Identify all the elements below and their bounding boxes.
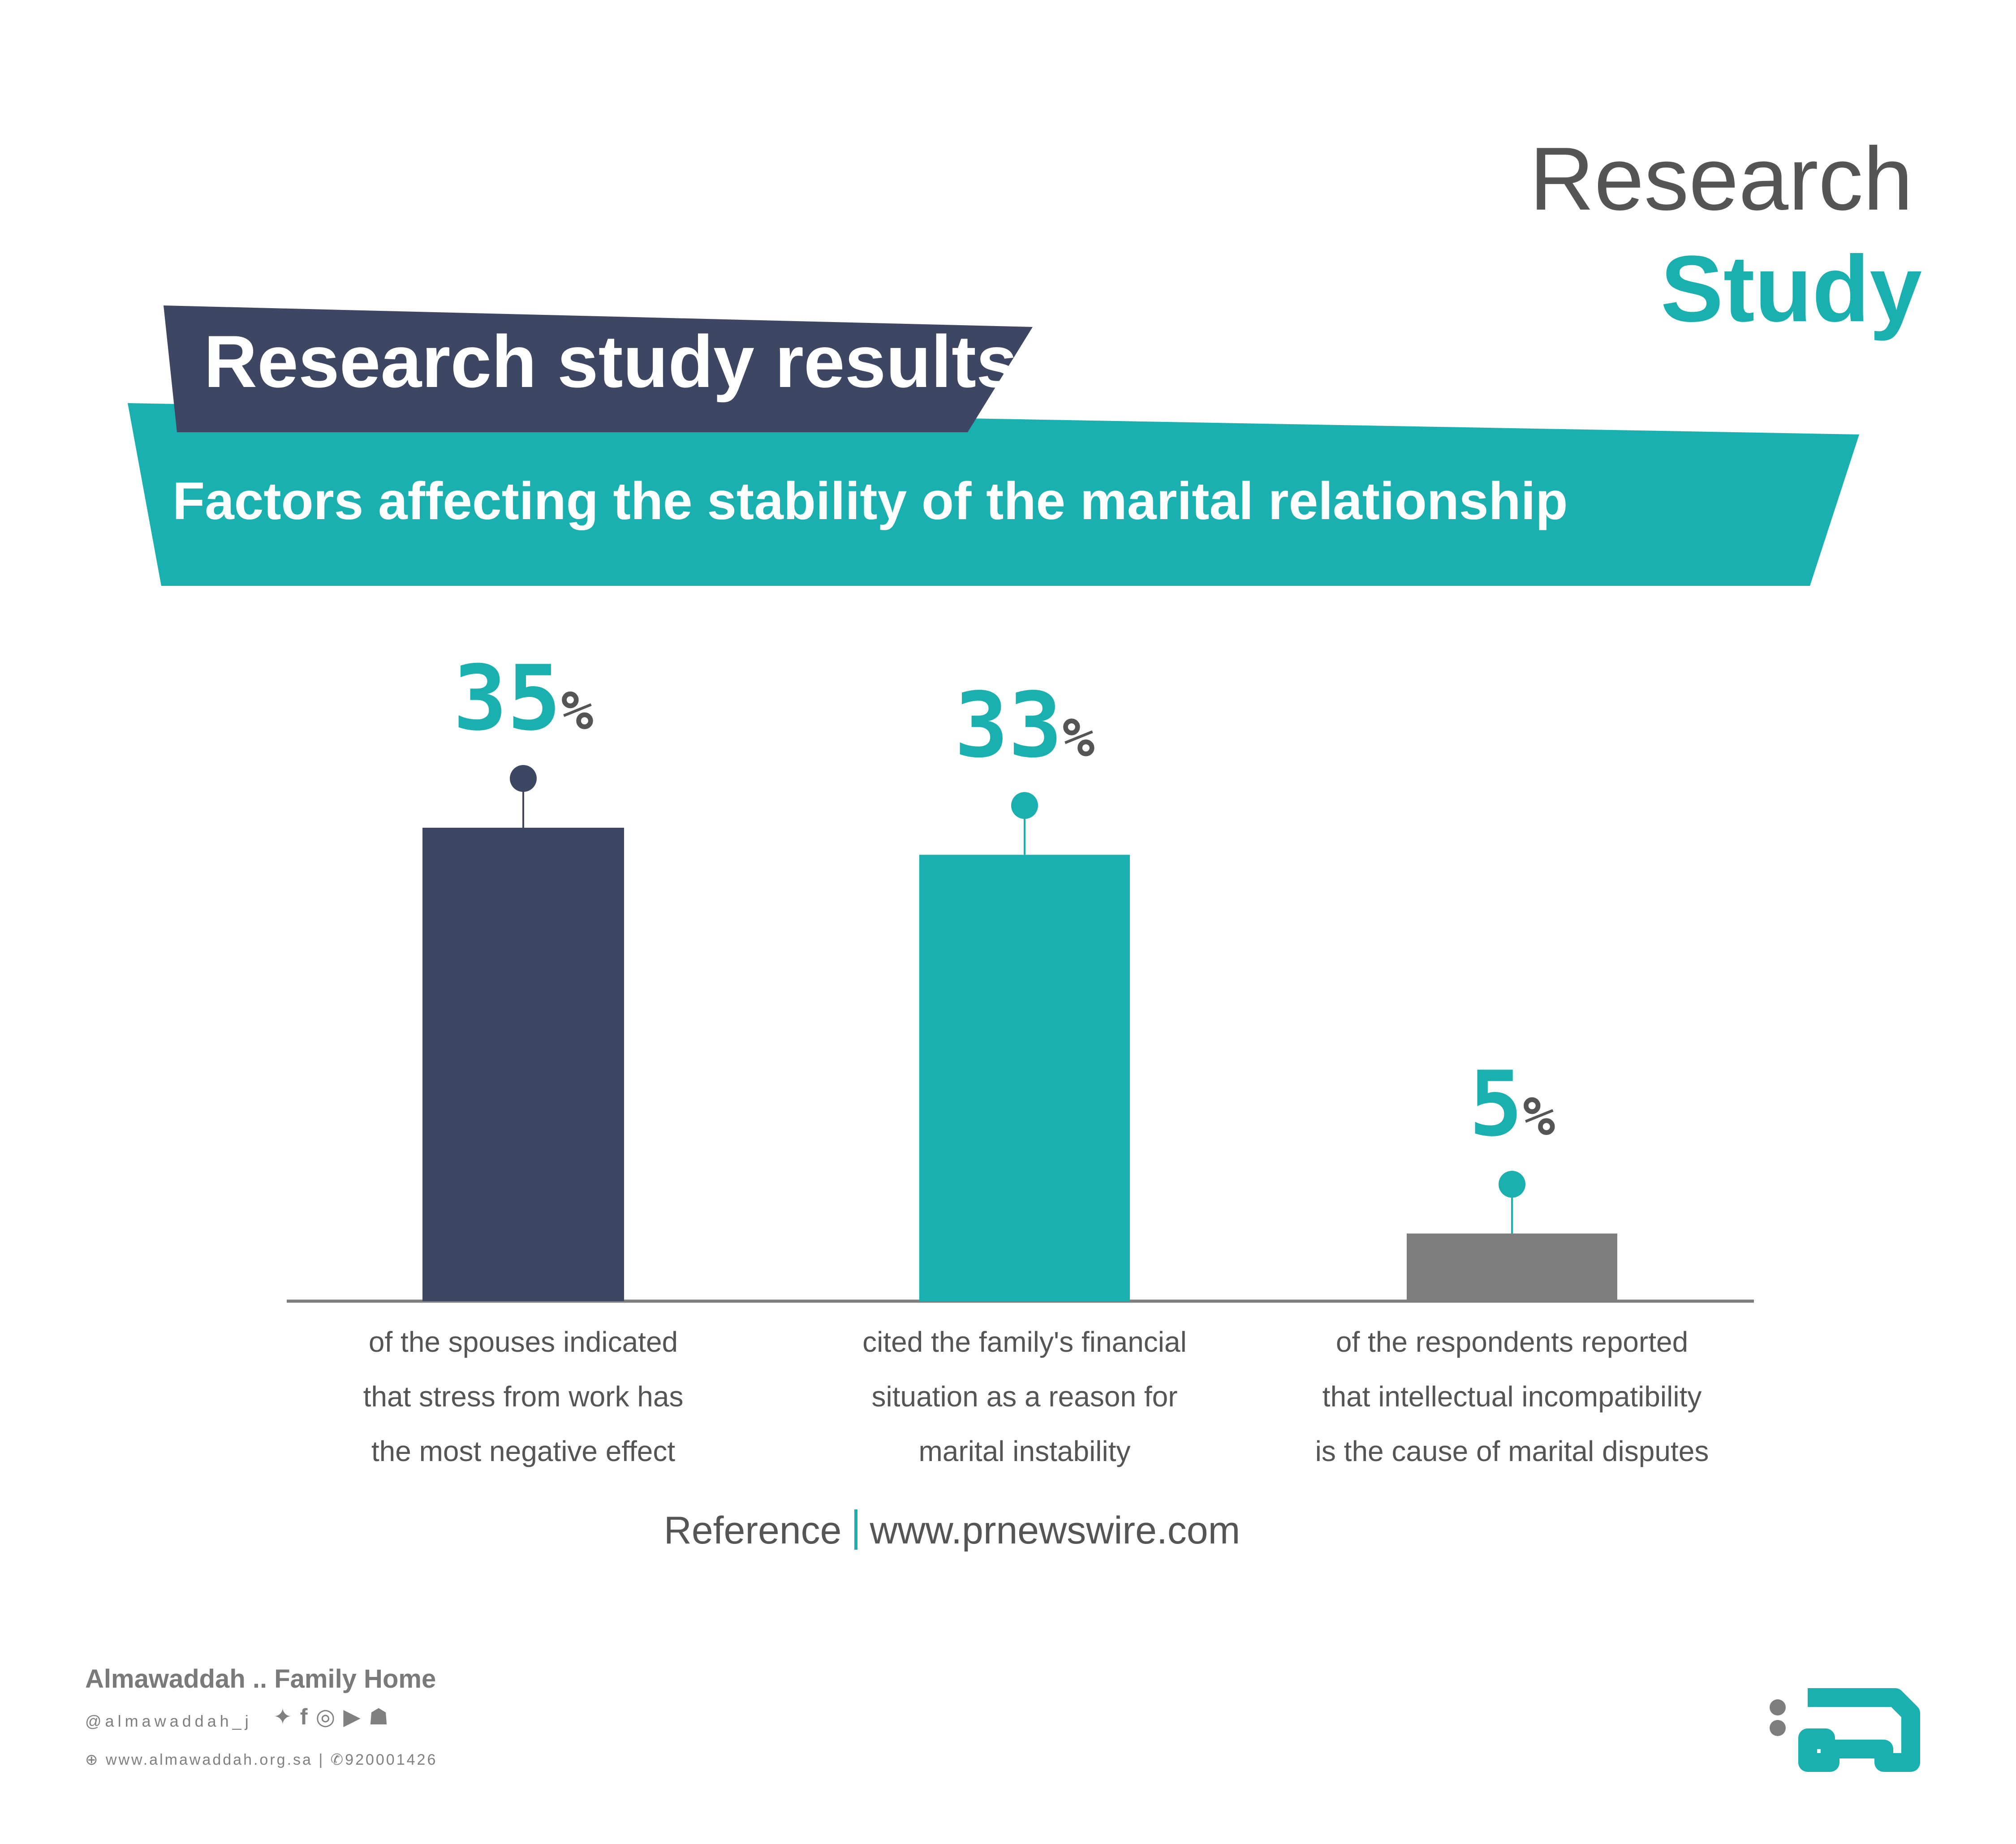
logo-dot-bottom <box>1770 1720 1786 1736</box>
marker-dot-3 <box>1499 1171 1525 1198</box>
footer-brand-name: Almawaddah .. Family Home <box>85 1664 436 1694</box>
caption-line: the most negative effect <box>371 1435 676 1467</box>
caption-2: cited the family's financial situation as… <box>778 1315 1271 1479</box>
value-label-1: 35% <box>453 646 593 751</box>
chart-subtitle: Factors affecting the stability of the m… <box>172 472 1568 531</box>
value-unit-2: % <box>1062 707 1094 769</box>
footer-phone[interactable]: 920001426 <box>345 1751 438 1768</box>
bar-3 <box>1407 1234 1617 1301</box>
youtube-icon[interactable]: ▶ <box>343 1704 361 1729</box>
subtitle-banner <box>128 403 1859 586</box>
logo-shape <box>1798 1688 1920 1772</box>
caption-line: situation as a reason for <box>871 1380 1178 1413</box>
value-labels: 35% 33%5% <box>453 646 1555 1156</box>
caption-line: that intellectual incompatibility <box>1322 1380 1702 1413</box>
bars <box>422 828 1617 1301</box>
value-number-2: 33 <box>954 673 1062 778</box>
snapchat-icon[interactable]: ☗ <box>368 1704 389 1729</box>
caption-line: of the spouses indicated <box>368 1326 678 1358</box>
logo-dot-top <box>1770 1699 1786 1715</box>
value-label-2: 33% <box>954 673 1094 778</box>
title-banner <box>164 305 1033 432</box>
bar-2 <box>919 855 1130 1301</box>
caption-line: that stress from work has <box>363 1380 684 1413</box>
bar-1 <box>422 828 624 1301</box>
value-label-3: 5% <box>1469 1052 1555 1156</box>
value-unit-3: % <box>1523 1086 1555 1148</box>
caption-line: cited the family's financial <box>862 1326 1187 1358</box>
twitter-icon[interactable]: ✦ <box>273 1704 292 1729</box>
footer-website[interactable]: www.almawaddah.org.sa <box>105 1751 313 1768</box>
phone-icon: ✆ <box>330 1751 345 1768</box>
reference: Reference www.prnewswire.com <box>582 1509 1322 1550</box>
caption-3: of the respondents reported that intellec… <box>1266 1315 1758 1479</box>
page-title: Research study results <box>204 320 1017 403</box>
marker-dot-2 <box>1011 792 1038 819</box>
caption-line: is the cause of marital disputes <box>1315 1435 1709 1467</box>
caption-line: of the respondents reported <box>1335 1326 1689 1358</box>
value-unit-1: % <box>561 680 593 742</box>
caption-line: marital instability <box>918 1435 1131 1467</box>
brand-research: Research <box>1529 129 1913 229</box>
globe-icon: ⊕ <box>85 1751 100 1768</box>
reference-divider <box>854 1509 857 1550</box>
footer-divider: | <box>319 1751 325 1768</box>
footer-handle[interactable]: @almawaddah_j <box>85 1712 252 1730</box>
facebook-icon[interactable]: f <box>300 1704 308 1729</box>
footer-contact: ⊕ www.almawaddah.org.sa | ✆920001426 <box>85 1752 437 1767</box>
marker-dot-1 <box>510 765 537 792</box>
reference-label: Reference <box>663 1509 842 1552</box>
caption-1: of the spouses indicated that stress from… <box>277 1315 770 1479</box>
value-number-3: 5 <box>1469 1052 1523 1156</box>
instagram-icon[interactable]: ◎ <box>315 1704 336 1729</box>
value-number-1: 35 <box>453 646 561 751</box>
logo-mark <box>1770 1688 1920 1772</box>
markers <box>510 765 1525 1234</box>
brand-study: Study <box>1660 236 1922 341</box>
reference-url[interactable]: www.prnewswire.com <box>870 1509 1241 1552</box>
social-icons: ✦ f ◎ ▶ ☗ <box>273 1706 396 1728</box>
